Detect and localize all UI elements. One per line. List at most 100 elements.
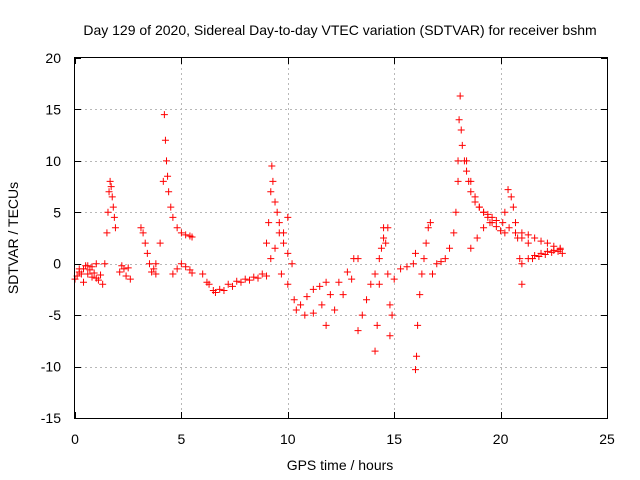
data-point — [303, 293, 311, 301]
data-point — [497, 227, 505, 235]
data-point — [271, 198, 279, 206]
x-tick-label: 20 — [493, 431, 509, 447]
data-point — [343, 268, 351, 276]
data-point — [139, 229, 147, 237]
data-point — [518, 229, 526, 237]
data-point — [322, 321, 330, 329]
data-point — [501, 229, 509, 237]
data-point — [173, 224, 181, 232]
data-point — [301, 311, 309, 319]
data-point — [156, 239, 164, 247]
data-point — [437, 258, 445, 266]
data-point — [467, 244, 475, 252]
data-point — [413, 352, 421, 360]
data-point — [326, 291, 334, 299]
data-point — [380, 234, 388, 242]
data-point — [237, 278, 245, 286]
data-point — [492, 217, 500, 225]
data-point — [104, 208, 112, 216]
data-point — [516, 255, 524, 263]
x-tick-labels: 0 5 10 15 20 25 — [71, 431, 615, 447]
data-point — [203, 278, 211, 286]
data-point — [467, 188, 475, 196]
grid — [75, 58, 607, 418]
data-point — [548, 248, 556, 256]
data-point — [167, 203, 175, 211]
data-point — [160, 111, 168, 119]
data-point — [77, 270, 85, 278]
data-point — [486, 219, 494, 227]
data-point — [116, 268, 124, 276]
data-point — [101, 260, 109, 268]
x-tick-label: 15 — [386, 431, 402, 447]
series-arc-9 — [203, 270, 266, 294]
data-point — [454, 157, 462, 165]
data-point — [373, 321, 381, 329]
data-point — [292, 306, 300, 314]
data-point — [382, 239, 390, 247]
data-point — [267, 188, 275, 196]
plot-frame — [74, 57, 608, 419]
y-tick-label: 15 — [45, 101, 61, 117]
data-point — [188, 233, 196, 241]
data-point — [456, 92, 464, 100]
data-point — [161, 136, 169, 144]
data-point — [339, 291, 347, 299]
data-point — [141, 239, 149, 247]
data-point — [371, 270, 379, 278]
data-point — [511, 219, 519, 227]
data-point — [543, 239, 551, 247]
data-point — [455, 116, 463, 124]
data-point — [271, 244, 279, 252]
data-point — [550, 242, 558, 250]
data-point — [152, 260, 160, 268]
data-point — [367, 280, 375, 288]
data-point — [354, 327, 362, 335]
data-point — [84, 270, 92, 278]
data-point — [363, 296, 371, 304]
data-point — [120, 265, 128, 273]
data-point — [277, 270, 285, 278]
data-point — [492, 223, 500, 231]
series-arc-25 — [518, 229, 564, 252]
data-point — [94, 276, 102, 284]
data-point — [107, 183, 115, 191]
data-point — [518, 280, 526, 288]
series-arc-8 — [199, 270, 271, 297]
data-point — [348, 275, 356, 283]
data-point — [375, 255, 383, 263]
data-point — [414, 321, 422, 329]
data-point — [216, 285, 224, 293]
data-point — [88, 263, 96, 271]
x-axis-title: GPS time / hours — [287, 457, 394, 473]
data-point — [416, 291, 424, 299]
data-point — [258, 270, 266, 278]
series-arc-7 — [169, 260, 196, 278]
data-point — [511, 229, 519, 237]
data-point — [354, 255, 362, 263]
data-point — [250, 273, 258, 281]
y-tick-label: -15 — [41, 410, 61, 426]
data-points — [71, 92, 566, 374]
data-point — [254, 274, 262, 282]
series-arc-2 — [75, 260, 105, 286]
data-point — [273, 208, 281, 216]
data-point — [173, 265, 181, 273]
data-point — [145, 260, 153, 268]
data-point — [507, 193, 515, 201]
data-point — [224, 280, 232, 288]
data-point — [375, 280, 383, 288]
y-tick-label: -5 — [49, 307, 62, 323]
data-point — [92, 260, 100, 268]
data-point — [182, 263, 190, 271]
data-point — [177, 229, 185, 237]
data-point — [80, 278, 88, 286]
data-point — [88, 273, 96, 281]
data-point — [471, 193, 479, 201]
data-point — [441, 255, 449, 263]
data-point — [450, 229, 458, 237]
data-point — [514, 234, 522, 242]
data-point — [529, 255, 537, 263]
data-point — [103, 229, 111, 237]
